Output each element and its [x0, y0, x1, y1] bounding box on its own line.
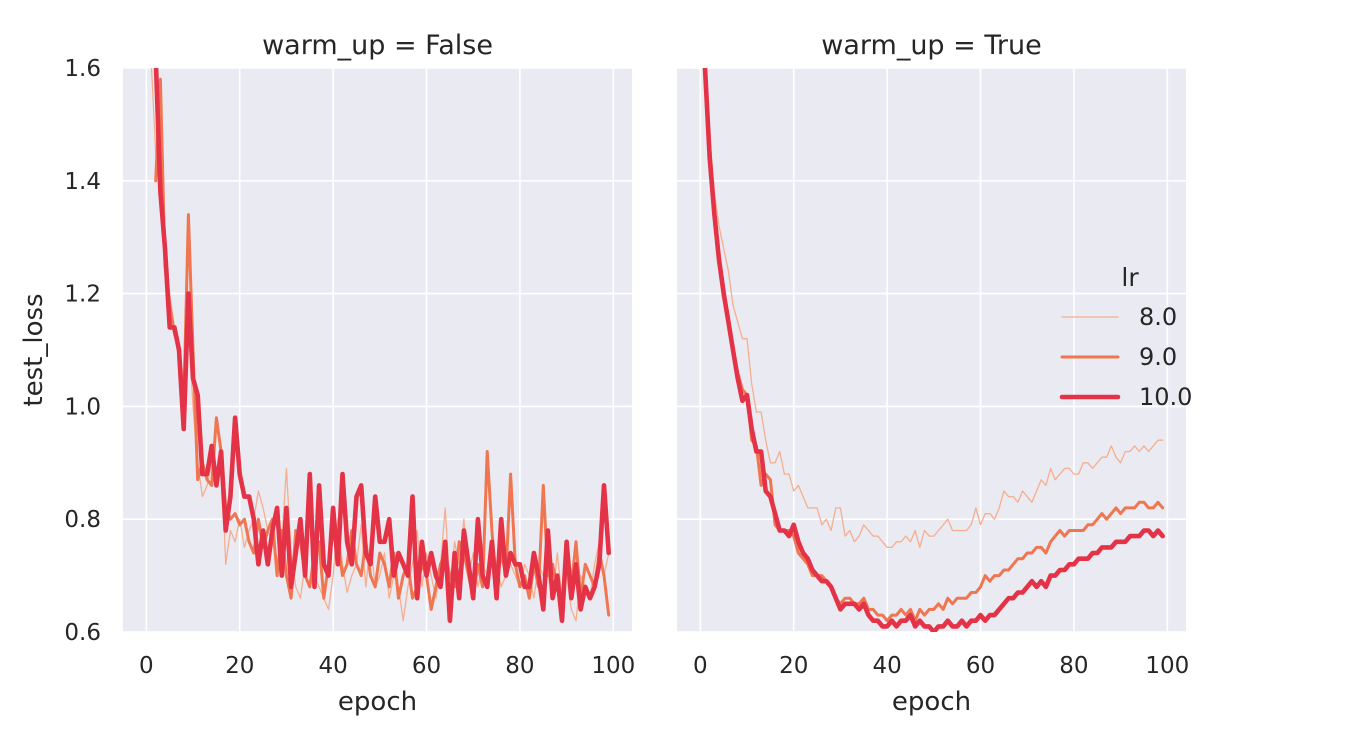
x-tick-label: 20 [779, 653, 808, 679]
x-tick-label: 80 [505, 653, 534, 679]
series-group [702, 68, 1165, 632]
x-tick-label: 100 [1145, 653, 1189, 679]
x-axis-label: epoch [338, 687, 417, 717]
legend-title: lr [1121, 263, 1139, 292]
x-tick-label: 20 [225, 653, 254, 679]
series-group [150, 68, 612, 624]
panel-title: warm_up = False [262, 30, 493, 61]
x-tick-label: 60 [412, 653, 441, 679]
series-line-lr-8.0 [704, 68, 1164, 549]
x-tick-label: 60 [966, 653, 995, 679]
y-axis-label: test_loss [19, 293, 49, 406]
x-tick-label: 100 [591, 653, 635, 679]
x-axis-label: epoch [892, 687, 971, 717]
legend: lr8.0 9.0 10.0 [1059, 263, 1192, 411]
x-tick-label: 40 [872, 653, 901, 679]
panel-1: warm_up = False 0 20 40 60 80 100 epoch 0.6 0.8 1.… [64, 30, 635, 717]
y-tick-label: 1.2 [64, 282, 101, 308]
plot-area [123, 68, 632, 632]
series-line-lr-8.0 [150, 68, 610, 622]
panel-title: warm_up = True [821, 30, 1041, 61]
x-tick-label: 40 [318, 653, 347, 679]
y-tick-label: 1.6 [64, 56, 101, 82]
series-line-lr-10.0 [702, 68, 1165, 632]
panel-2: warm_up = True 0 20 40 60 80 100 epoch [677, 30, 1189, 717]
y-tick-label: 0.8 [64, 507, 101, 533]
y-tick-label: 1.4 [64, 169, 101, 195]
x-tick-label: 80 [1059, 653, 1088, 679]
x-tick-label: 0 [139, 653, 154, 679]
y-tick-label: 0.6 [64, 620, 101, 646]
legend-label: 8.0 [1139, 303, 1177, 331]
series-line-lr-10.0 [153, 68, 612, 624]
y-tick-label: 1.0 [64, 394, 101, 420]
legend-label: 10.0 [1139, 383, 1192, 411]
x-tick-label: 0 [693, 653, 708, 679]
legend-label: 9.0 [1139, 343, 1177, 371]
plot-area [677, 68, 1186, 632]
